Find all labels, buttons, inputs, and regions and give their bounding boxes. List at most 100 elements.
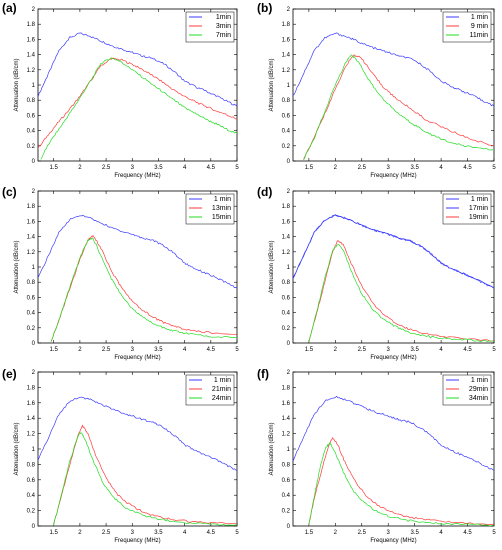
x-tick-label: 3 bbox=[131, 165, 135, 171]
y-tick-label: 1 bbox=[287, 265, 291, 271]
y-tick-label: 0 bbox=[32, 341, 36, 347]
x-tick-label: 2.5 bbox=[102, 347, 111, 353]
y-tick-label: 1.6 bbox=[27, 37, 36, 43]
y-tick-label: 0.2 bbox=[282, 144, 291, 150]
y-tick-label: 0 bbox=[287, 341, 291, 347]
x-tick-label: 5 bbox=[492, 530, 496, 536]
legend-label: 1 min bbox=[471, 196, 488, 203]
x-tick-label: 2 bbox=[334, 347, 338, 353]
y-tick-label: 0.4 bbox=[27, 493, 36, 499]
y-axis-title: Attenuation (dB/cm) bbox=[269, 240, 275, 293]
x-tick-label: 5 bbox=[235, 347, 239, 353]
y-tick-label: 1.2 bbox=[27, 250, 36, 256]
x-tick-label: 3 bbox=[131, 530, 135, 536]
x-tick-label: 3.5 bbox=[410, 165, 419, 171]
y-tick-label: 0.6 bbox=[282, 113, 291, 119]
x-tick-label: 5 bbox=[235, 165, 239, 171]
y-tick-label: 1.8 bbox=[282, 204, 291, 210]
y-tick-label: 1 bbox=[287, 83, 291, 89]
x-tick-label: 4 bbox=[439, 347, 443, 353]
x-tick-label: 4 bbox=[439, 530, 443, 536]
legend-label: 1 min bbox=[471, 377, 488, 384]
y-tick-label: 2 bbox=[287, 189, 291, 195]
x-tick-label: 4.5 bbox=[207, 530, 216, 536]
series-line bbox=[293, 214, 494, 289]
x-tick-label: 2 bbox=[334, 530, 338, 536]
y-tick-label: 1 bbox=[32, 83, 36, 89]
y-tick-label: 0.8 bbox=[282, 98, 291, 104]
series-group bbox=[293, 32, 494, 161]
legend-label: 21min bbox=[212, 386, 231, 393]
chart-panel: (f) 0 0.2 0.4 0.6 0.8 1 1.2 1.4 1.6 1.8 2 1.5 2 2.5 3 3.… bbox=[257, 367, 496, 544]
x-tick-label: 2.5 bbox=[102, 530, 111, 536]
y-tick-label: 1.8 bbox=[27, 385, 36, 391]
series-line bbox=[303, 54, 494, 161]
legend-label: 11min bbox=[469, 32, 488, 39]
series-group bbox=[293, 395, 494, 526]
x-axis-title: Frequency (MHz) bbox=[114, 355, 160, 361]
series-line bbox=[308, 240, 494, 342]
y-tick-label: 0.4 bbox=[282, 311, 291, 317]
legend-label: 15min bbox=[212, 214, 231, 221]
series-group bbox=[293, 214, 494, 343]
y-tick-label: 2 bbox=[32, 370, 36, 376]
y-tick-label: 1.2 bbox=[282, 250, 291, 256]
x-tick-label: 4 bbox=[183, 165, 187, 171]
x-tick-label: 3.5 bbox=[410, 530, 419, 536]
x-tick-label: 3 bbox=[387, 530, 391, 536]
panel-label: (e) bbox=[2, 367, 17, 381]
y-tick-label: 1.6 bbox=[282, 219, 291, 225]
series-line bbox=[303, 54, 494, 160]
series-group bbox=[38, 32, 237, 160]
y-tick-label: 1.4 bbox=[27, 235, 36, 241]
y-tick-label: 0 bbox=[287, 524, 291, 530]
y-tick-label: 1.2 bbox=[282, 432, 291, 438]
series-line bbox=[293, 32, 494, 107]
y-tick-label: 0.2 bbox=[27, 326, 36, 332]
chart-panel: (d) 0 0.2 0.4 0.6 0.8 1 1.2 1.4 1.6 1.8 2 1.5 2 2.5 3 3.… bbox=[257, 185, 496, 361]
y-tick-label: 1.6 bbox=[27, 219, 36, 225]
series-line bbox=[308, 243, 494, 343]
x-tick-label: 4.5 bbox=[207, 347, 216, 353]
y-tick-label: 1.4 bbox=[27, 416, 36, 422]
x-axis-title: Frequency (MHz) bbox=[370, 173, 416, 179]
panel-label: (c) bbox=[2, 185, 17, 199]
legend-label: 3min bbox=[216, 23, 231, 30]
y-tick-label: 1.6 bbox=[282, 401, 291, 407]
y-axis-title: Attenuation (dB/cm) bbox=[269, 422, 275, 475]
x-tick-label: 2 bbox=[334, 165, 338, 171]
x-tick-label: 2.5 bbox=[358, 530, 367, 536]
y-tick-label: 0 bbox=[32, 524, 36, 530]
y-tick-label: 0.4 bbox=[282, 493, 291, 499]
y-tick-label: 1.6 bbox=[27, 401, 36, 407]
y-tick-label: 1.8 bbox=[27, 204, 36, 210]
y-tick-label: 1.4 bbox=[27, 53, 36, 59]
y-tick-label: 1 bbox=[32, 265, 36, 271]
y-tick-label: 0.6 bbox=[27, 478, 36, 484]
y-tick-label: 0.2 bbox=[282, 326, 291, 332]
y-tick-label: 0.8 bbox=[282, 280, 291, 286]
legend-label: 9 min bbox=[471, 23, 488, 30]
y-tick-label: 2 bbox=[287, 370, 291, 376]
x-tick-label: 1.5 bbox=[50, 530, 59, 536]
legend-label: 13min bbox=[212, 205, 231, 212]
x-tick-label: 3.5 bbox=[154, 347, 163, 353]
y-tick-label: 1.2 bbox=[282, 68, 291, 74]
y-tick-label: 1.2 bbox=[27, 432, 36, 438]
legend-label: 1min bbox=[216, 14, 231, 21]
chart-panel: (c) 0 0.2 0.4 0.6 0.8 1 1.2 1.4 1.6 1.8 2 1.5 2 2.5 3 3.… bbox=[2, 185, 239, 361]
x-axis-title: Frequency (MHz) bbox=[370, 355, 416, 361]
x-tick-label: 1.5 bbox=[305, 530, 314, 536]
series-line bbox=[38, 396, 237, 471]
series-line bbox=[53, 432, 237, 526]
y-axis-title: Attenuation (dB/cm) bbox=[14, 422, 20, 475]
panel-label: (a) bbox=[2, 1, 17, 15]
x-tick-label: 2.5 bbox=[102, 165, 111, 171]
series-line bbox=[38, 57, 237, 149]
y-tick-label: 0.6 bbox=[282, 478, 291, 484]
x-tick-label: 3 bbox=[387, 347, 391, 353]
legend-label: 17min bbox=[469, 205, 488, 212]
series-line bbox=[50, 237, 237, 342]
x-tick-label: 5 bbox=[235, 530, 239, 536]
